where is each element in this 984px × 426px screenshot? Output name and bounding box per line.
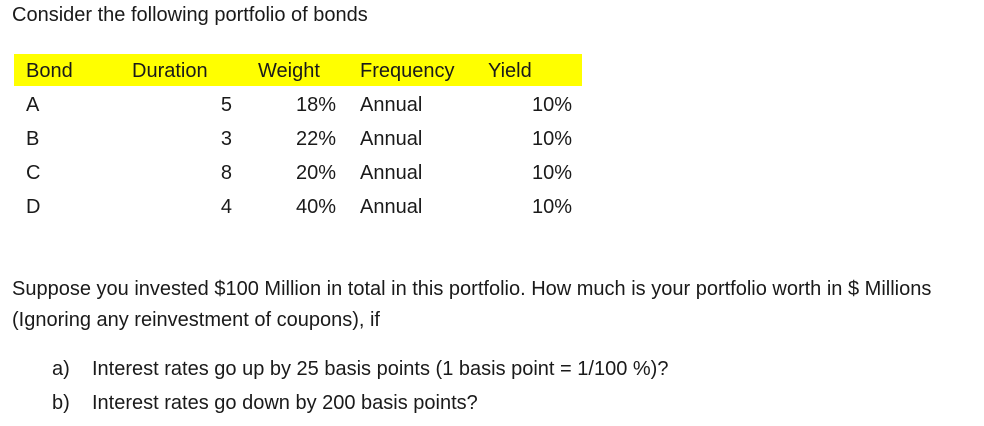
document-title: Consider the following portfolio of bond…	[12, 4, 368, 26]
cell-weight: 40%	[295, 196, 336, 218]
list-item: b) Interest rates go down by 200 basis po…	[52, 392, 478, 415]
cell-weight: 22%	[295, 128, 336, 150]
header-duration: Duration	[132, 60, 208, 82]
question-paragraph: Suppose you invested $100 Million in tot…	[12, 278, 932, 331]
list-marker: b)	[52, 392, 70, 414]
list-item-text: Interest rates go down by 200 basis poin…	[92, 392, 478, 414]
cell-yield: 10%	[531, 196, 572, 218]
cell-bond: C	[26, 162, 41, 184]
header-yield: Yield	[488, 60, 532, 82]
cell-duration: 4	[220, 196, 232, 218]
cell-bond: B	[26, 128, 40, 150]
cell-frequency: Annual	[360, 162, 423, 184]
header-frequency: Frequency	[360, 60, 455, 82]
cell-yield: 10%	[531, 128, 572, 150]
header-bond: Bond	[26, 60, 73, 82]
list-marker: a)	[52, 358, 70, 380]
table-header-highlight	[14, 54, 582, 86]
cell-duration: 3	[220, 128, 232, 150]
cell-duration: 8	[220, 162, 232, 184]
cell-bond: A	[26, 94, 40, 116]
cell-duration: 5	[220, 94, 232, 116]
header-weight: Weight	[258, 60, 320, 82]
list-item-text: Interest rates go up by 25 basis points …	[92, 358, 669, 380]
cell-frequency: Annual	[360, 94, 423, 116]
cell-frequency: Annual	[360, 196, 423, 218]
list-item: a) Interest rates go up by 25 basis point…	[52, 358, 668, 381]
cell-bond: D	[26, 196, 41, 218]
cell-yield: 10%	[531, 94, 572, 116]
cell-yield: 10%	[531, 162, 572, 184]
cell-weight: 18%	[295, 94, 336, 116]
cell-frequency: Annual	[360, 128, 423, 150]
cell-weight: 20%	[295, 162, 336, 184]
